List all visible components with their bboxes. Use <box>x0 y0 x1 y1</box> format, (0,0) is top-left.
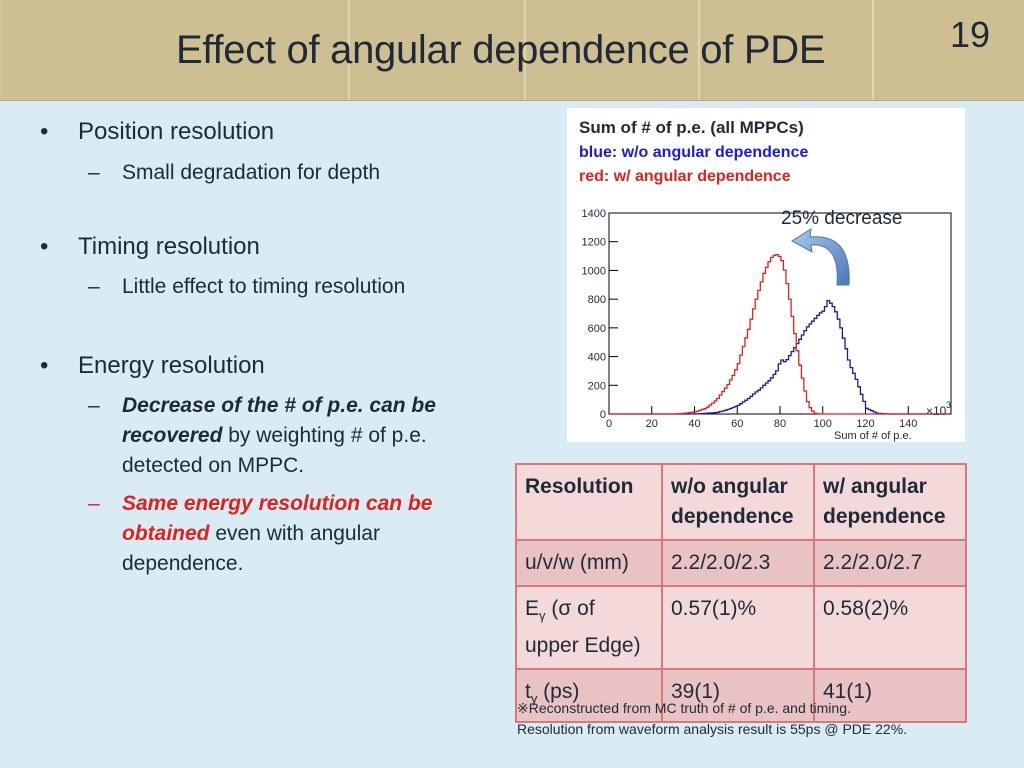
y-tick-label: 1200 <box>582 237 606 249</box>
header-seam <box>524 0 526 100</box>
header-cell: Resolution <box>515 463 663 541</box>
value-cell: 41(1) <box>813 668 967 724</box>
sub-bullet-text: Same energy resolution can be obtained e… <box>122 489 482 579</box>
y-tick-label: 1000 <box>582 265 606 277</box>
sub-bullet-text: Little effect to timing resolution <box>122 275 406 298</box>
row-label: u/v/w (mm) <box>515 539 663 587</box>
value-cell: 2.2/2.0/2.3 <box>661 539 815 587</box>
table-row: u/v/w (mm) 2.2/2.0/2.3 2.2/2.0/2.7 <box>515 539 967 587</box>
header-cell: w/o angular dependence <box>661 463 815 541</box>
x-tick-label: 0 <box>606 418 612 430</box>
header-seam <box>348 0 350 100</box>
sub-bullet-text: Decrease of the # of p.e. can be recover… <box>122 391 482 481</box>
dash-marker: – <box>88 161 100 184</box>
y-tick-label: 200 <box>588 380 606 392</box>
label-main: E <box>525 597 540 620</box>
y-tick-label: 1400 <box>582 208 606 220</box>
header-seam <box>698 0 700 100</box>
label-main: t <box>525 680 531 704</box>
x-tick-label: 80 <box>774 418 786 430</box>
decrease-arrow-icon <box>791 228 850 286</box>
label-subscript: γ <box>530 691 538 707</box>
histogram-svg: 0 200 400 600 800 1000 1200 1400 0 20 40 60 80 100 120… <box>582 208 952 442</box>
label-rest: (ps) <box>537 680 580 704</box>
bullet-text: Timing resolution <box>78 233 260 260</box>
x-multiplier: ×10 <box>926 404 947 418</box>
annotation-text: 25% decrease <box>781 208 902 229</box>
header-cell: w/ angular dependence <box>813 463 967 541</box>
value-cell: 2.2/2.0/2.7 <box>813 539 967 587</box>
bullet-marker: • <box>40 118 49 145</box>
resolution-table: Resolution w/o angular dependence w/ ang… <box>515 463 967 724</box>
series-line-blue <box>609 299 951 415</box>
plain-text: by weighting # of p.e. detected on MPPC. <box>122 424 427 477</box>
x-tick-label: 40 <box>688 418 700 430</box>
header-seam <box>872 0 874 100</box>
y-tick-label: 800 <box>588 294 606 306</box>
footnote-line: ※Reconstructed from MC truth of # of p.e… <box>517 700 851 716</box>
label-subscript: γ <box>539 608 546 624</box>
plot-frame <box>608 212 952 415</box>
x-tick-label: 120 <box>856 418 874 430</box>
emphasis-text: Decrease of the # of p.e. can be recover… <box>122 394 436 447</box>
footnote: ※Reconstructed from MC truth of # of p.e… <box>517 698 907 740</box>
histogram-panel: Sum of # of p.e. (all MPPCs) blue: w/o a… <box>567 108 965 442</box>
value-cell: 39(1) <box>661 668 815 724</box>
value-cell: 0.57(1)% <box>661 584 815 671</box>
dash-marker: – <box>88 492 100 515</box>
row-label: Eγ (σ of upper Edge) <box>515 584 663 671</box>
y-tick-label: 600 <box>588 323 606 335</box>
bullet-text: Energy resolution <box>78 352 265 379</box>
page-number: 19 <box>950 14 991 55</box>
table-row: tγ (ps) 39(1) 41(1) <box>515 668 967 724</box>
plain-text: even with angular dependence. <box>122 522 380 575</box>
x-tick-label: 60 <box>731 418 743 430</box>
y-tick-label: 0 <box>600 409 606 421</box>
y-tick-label: 400 <box>588 352 606 364</box>
dash-marker: – <box>88 275 100 298</box>
value-cell: 0.58(2)% <box>813 584 967 671</box>
series-line-red <box>609 253 951 415</box>
bullet-marker: • <box>40 352 49 379</box>
legend-red: red: w/ angular dependence <box>579 168 791 185</box>
sub-bullet-text: Small degradation for depth <box>122 161 380 184</box>
x-tick-label: 100 <box>814 418 832 430</box>
table-row: Eγ (σ of upper Edge) 0.57(1)% 0.58(2)% <box>515 584 967 671</box>
label-main: u/v/w (mm) <box>525 551 629 574</box>
slide-header <box>0 0 1024 101</box>
slide-title: Effect of angular dependence of PDE <box>176 28 826 72</box>
label-rest: (σ of upper Edge) <box>525 597 641 658</box>
x-multiplier-exponent: 3 <box>946 400 951 410</box>
row-label: tγ (ps) <box>515 668 663 724</box>
x-tick-label: 20 <box>646 418 658 430</box>
footnote-line: Resolution from waveform analysis result… <box>517 721 908 737</box>
emphasis-text: Same energy resolution can be obtained <box>122 492 433 545</box>
dash-marker: – <box>88 394 100 417</box>
legend-blue: blue: w/o angular dependence <box>579 144 809 161</box>
bullet-text: Position resolution <box>78 118 275 145</box>
bullet-marker: • <box>40 233 49 260</box>
x-tick-label: 140 <box>899 418 917 430</box>
x-axis-label: Sum of # of p.e. <box>834 430 912 442</box>
chart-title: Sum of # of p.e. (all MPPCs) <box>579 118 804 137</box>
table-header-row: Resolution w/o angular dependence w/ ang… <box>515 463 967 541</box>
